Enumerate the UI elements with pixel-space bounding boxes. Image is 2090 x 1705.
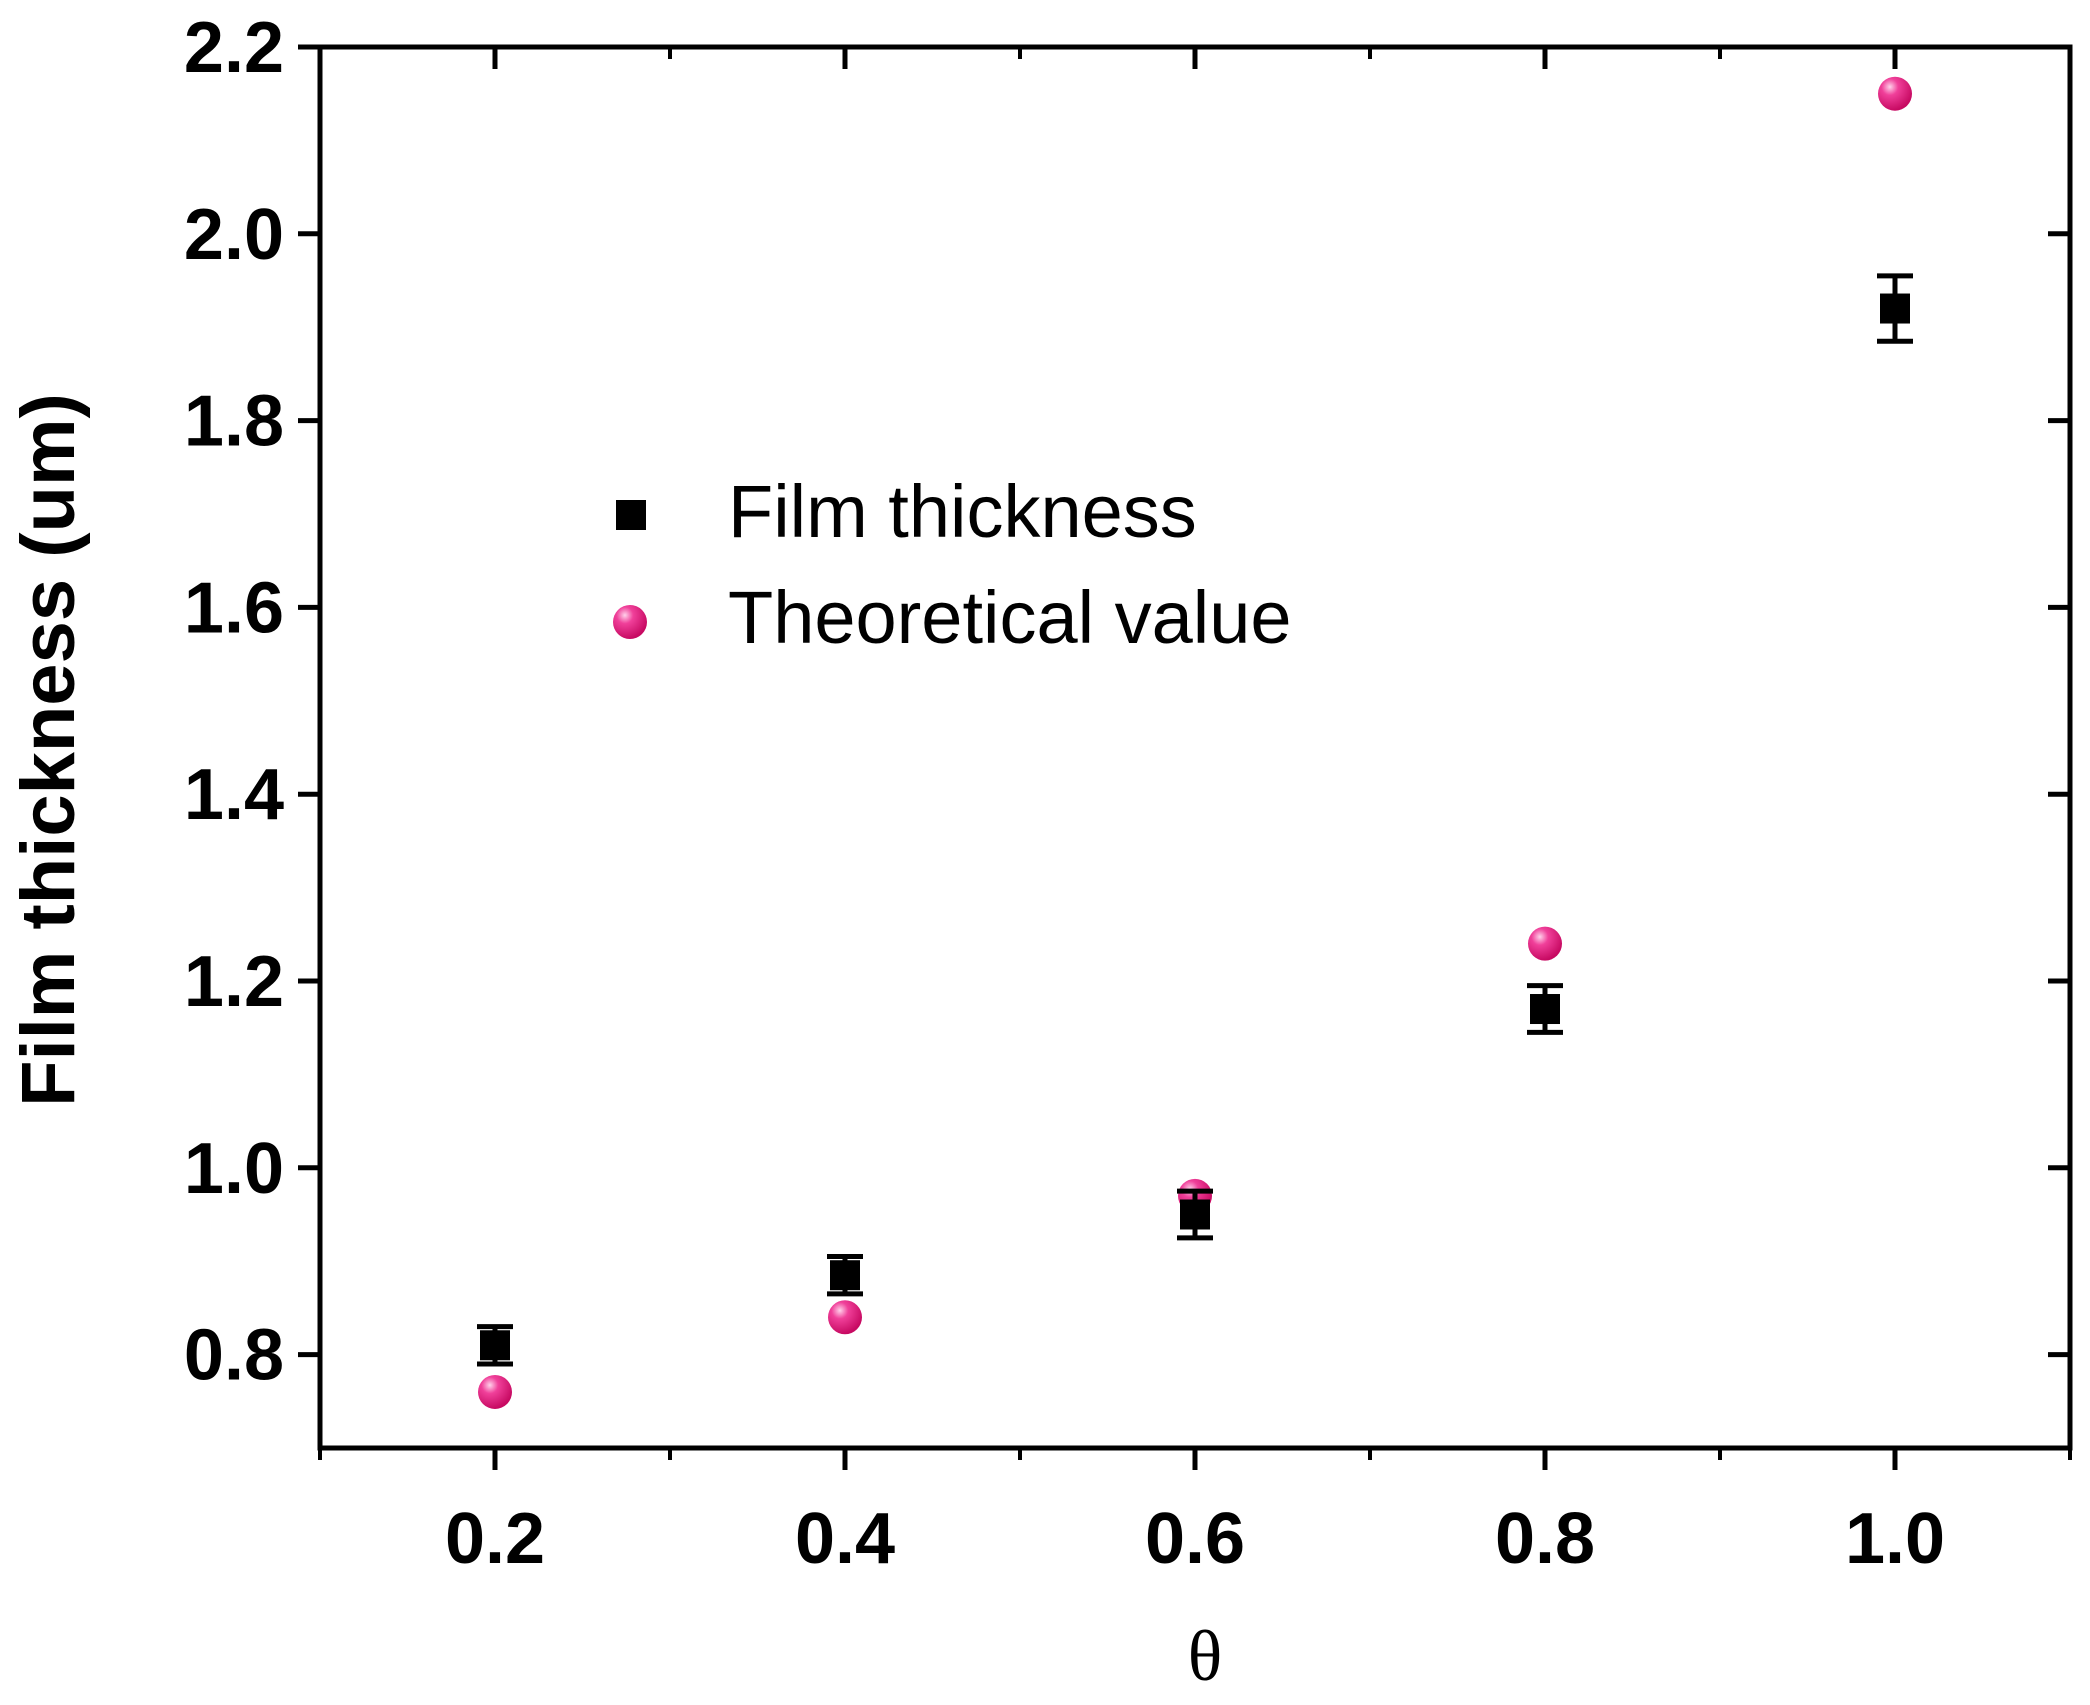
legend-marker-theoretical-value (613, 605, 647, 639)
y-tick-label: 2.2 (184, 8, 284, 88)
x-tick-label: 0.6 (1145, 1499, 1245, 1579)
x-tick-label: 0.2 (445, 1499, 545, 1579)
y-tick-label: 2.0 (184, 195, 284, 275)
film-thickness-point (1530, 994, 1560, 1025)
film-thickness-point (1880, 293, 1910, 324)
y-tick-label: 1.6 (184, 568, 284, 648)
theoretical-value-point (828, 1300, 862, 1335)
y-tick-label: 1.0 (184, 1129, 284, 1209)
y-axis-title: Film thickness (um) (6, 393, 91, 1107)
axes: 0.8 1.0 1.2 1.4 1.6 1.8 2.0 2.2 0.2 0.4 0.6 0.8 1.0 (184, 8, 2073, 1579)
x-tick-label: 0.4 (795, 1499, 895, 1579)
legend-marker-film-thickness (616, 500, 646, 530)
film-thickness-point (830, 1260, 860, 1291)
y-tick-label: 0.8 (184, 1316, 284, 1396)
theoretical-value-point (1528, 926, 1562, 961)
y-tick-label: 1.4 (184, 755, 284, 835)
y-tick-label: 1.2 (184, 942, 284, 1022)
film-thickness-point (1180, 1199, 1210, 1230)
x-tick-label: 1.0 (1845, 1499, 1945, 1579)
legend-label-film-thickness: Film thickness (728, 470, 1197, 553)
theoretical-value-point (478, 1374, 512, 1409)
y-tick-label: 1.8 (184, 382, 284, 462)
theoretical-value-point (1878, 76, 1912, 111)
x-axis-title: θ (1188, 1616, 1223, 1696)
x-tick-label: 0.8 (1495, 1499, 1595, 1579)
plot-area (477, 76, 1913, 1409)
legend: Film thickness Theoretical value (613, 470, 1292, 659)
legend-label-theoretical-value: Theoretical value (728, 576, 1292, 659)
film-thickness-point (480, 1330, 510, 1361)
